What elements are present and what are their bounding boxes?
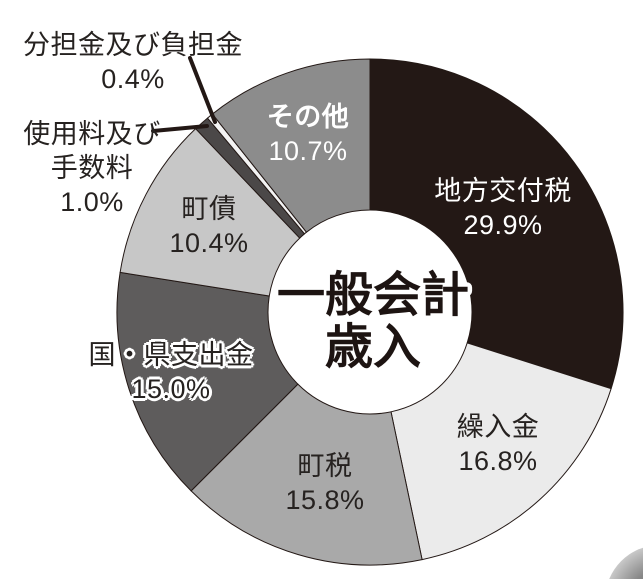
pie-segment-町税 (190, 383, 423, 566)
pie-segment-地方交付税 (369, 58, 624, 390)
pie-segments (116, 58, 624, 566)
pie-segment-町債 (119, 128, 301, 297)
leader-line-使用料及び手数料 (151, 124, 209, 133)
pie-segment-その他 (211, 58, 371, 233)
pie-segment-国・県支出金 (116, 271, 299, 492)
leader-lines (151, 56, 217, 133)
pie-segment-繰入金 (390, 342, 612, 561)
center-title-line-2: 歳入 (325, 321, 421, 374)
leader-line-分担金及び負担金 (188, 56, 217, 124)
corner-decoration-icon (609, 547, 643, 579)
center-title-line-1: 一般会計 (277, 269, 469, 322)
